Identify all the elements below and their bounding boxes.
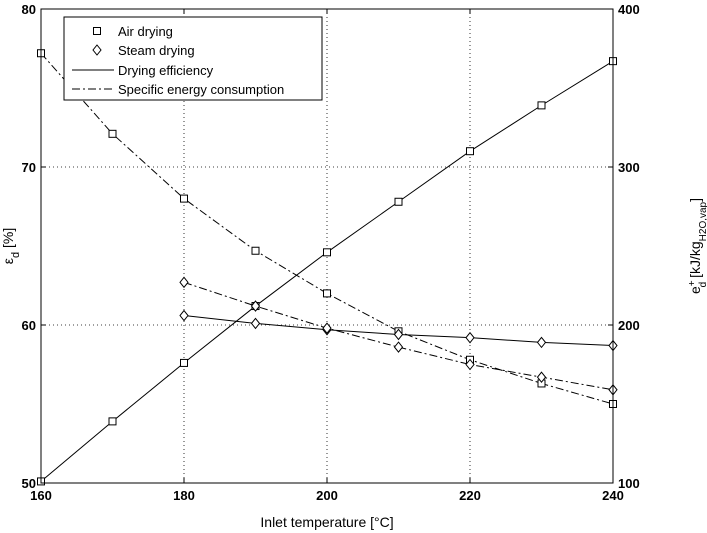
x-axis-label: Inlet temperature [°C] bbox=[260, 514, 393, 530]
x-tick-label: 220 bbox=[459, 488, 481, 503]
square-point bbox=[394, 197, 403, 206]
y-right-axis-label: e+d [kJ/kgH2O,vap] bbox=[687, 198, 707, 294]
x-tick-label: 200 bbox=[316, 488, 338, 503]
x-tick-label: 240 bbox=[602, 488, 624, 503]
square-point bbox=[323, 248, 331, 257]
diamond-point bbox=[393, 328, 404, 341]
diamond-point bbox=[179, 309, 189, 322]
square-point bbox=[251, 246, 260, 255]
square-point bbox=[108, 129, 117, 138]
diamond-point bbox=[250, 300, 261, 312]
square-point bbox=[537, 101, 546, 110]
y-left-tick-label: 70 bbox=[22, 160, 36, 175]
y-left-tick-label: 50 bbox=[22, 476, 36, 491]
x-tick-label: 160 bbox=[30, 488, 52, 503]
square-point bbox=[108, 417, 117, 426]
legend-diamond-marker bbox=[92, 44, 102, 56]
legend-label-specific-energy: Specific energy consumption bbox=[118, 82, 284, 97]
square-point bbox=[180, 194, 188, 203]
y-right-tick-label: 100 bbox=[618, 476, 640, 491]
diamond-point bbox=[179, 276, 189, 289]
series-steam-drying-specific-energy-consumption bbox=[179, 276, 618, 396]
diamond-point bbox=[536, 336, 547, 349]
diamond-point bbox=[250, 317, 261, 330]
diamond-point bbox=[465, 331, 475, 344]
legend-square-marker bbox=[93, 27, 101, 35]
square-point bbox=[323, 289, 331, 298]
grid bbox=[41, 9, 613, 483]
legend-label-air-drying: Air drying bbox=[118, 24, 173, 39]
plot-series bbox=[37, 49, 618, 486]
legend: Air drying Steam drying Drying efficienc… bbox=[63, 16, 323, 101]
y-left-tick-label: 60 bbox=[22, 318, 36, 333]
legend-label-steam-drying: Steam drying bbox=[118, 43, 195, 58]
y-left-tick-label: 80 bbox=[22, 2, 36, 17]
legend-entry-drying-efficiency: Drying efficiency bbox=[72, 63, 214, 78]
diamond-point bbox=[393, 341, 404, 353]
axis-ticks: 160 180 200 220 240 50 60 70 80 100 200 300 400 bbox=[22, 2, 640, 503]
series-air-drying-drying-efficiency bbox=[37, 57, 617, 486]
x-tick-label: 180 bbox=[173, 488, 195, 503]
square-point bbox=[180, 358, 188, 367]
legend-entry-air-drying: Air drying bbox=[93, 24, 173, 39]
legend-label-drying-efficiency: Drying efficiency bbox=[118, 63, 214, 78]
legend-entry-specific-energy: Specific energy consumption bbox=[72, 82, 284, 97]
legend-box bbox=[63, 16, 323, 101]
y-right-tick-label: 300 bbox=[618, 160, 640, 175]
y-right-tick-label: 400 bbox=[618, 2, 640, 17]
diamond-point bbox=[465, 358, 475, 371]
diamond-point bbox=[536, 371, 547, 383]
y-left-axis-label: εd [%] bbox=[0, 228, 22, 265]
legend-entry-steam-drying: Steam drying bbox=[92, 43, 195, 58]
diamond-point bbox=[322, 322, 332, 334]
y-right-tick-label: 200 bbox=[618, 318, 640, 333]
series-line bbox=[40, 60, 614, 482]
square-point bbox=[466, 147, 474, 156]
